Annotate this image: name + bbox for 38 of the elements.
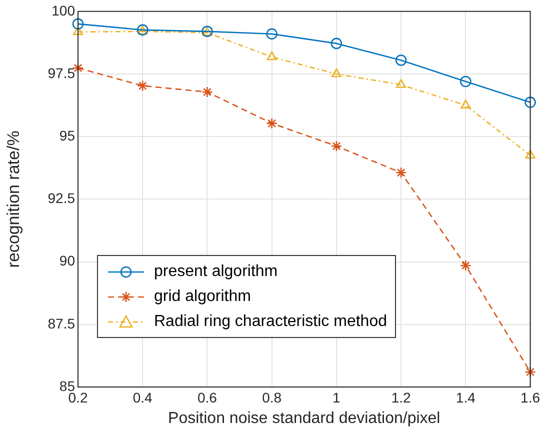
legend-label: Radial ring characteristic method <box>154 312 387 330</box>
x-tick-label: 0.6 <box>197 389 218 406</box>
point <box>266 28 278 40</box>
point <box>72 18 84 30</box>
y-axis-title: recognition rate/% <box>4 130 23 268</box>
y-tick-label: 100 <box>52 2 76 18</box>
point <box>202 86 213 98</box>
y-tick-label: 95 <box>59 127 76 144</box>
point <box>266 51 277 60</box>
x-tick-label: 0.8 <box>262 389 282 406</box>
legend-label: grid algorithm <box>154 288 251 306</box>
point <box>396 79 406 88</box>
point <box>136 80 148 92</box>
x-tick-label: 0.4 <box>132 389 153 406</box>
y-tick-label: 92.5 <box>48 190 76 206</box>
x-tick-label: 1.6 <box>520 389 540 406</box>
point <box>525 150 536 159</box>
x-tick-label: 1.4 <box>456 389 476 406</box>
x-tick-label: 1.2 <box>391 389 411 406</box>
point <box>395 167 407 178</box>
point <box>73 26 83 36</box>
point <box>266 118 278 129</box>
point <box>460 100 471 108</box>
y-tick-label: 97.5 <box>48 64 76 81</box>
point <box>460 76 472 88</box>
point <box>331 68 342 78</box>
y-tick-label: 90 <box>59 252 76 269</box>
point <box>330 140 342 152</box>
y-tick-label: 87.5 <box>48 315 76 332</box>
point <box>330 38 342 50</box>
point <box>524 96 536 108</box>
x-tick-label: 1 <box>332 389 341 406</box>
x-axis-title: Position noise standard deviation/pixel <box>168 410 440 427</box>
point <box>524 366 536 378</box>
legend-label: present algorithm <box>154 262 278 280</box>
point <box>395 54 407 66</box>
y-tick-label: 85 <box>59 378 76 394</box>
point <box>460 260 472 272</box>
